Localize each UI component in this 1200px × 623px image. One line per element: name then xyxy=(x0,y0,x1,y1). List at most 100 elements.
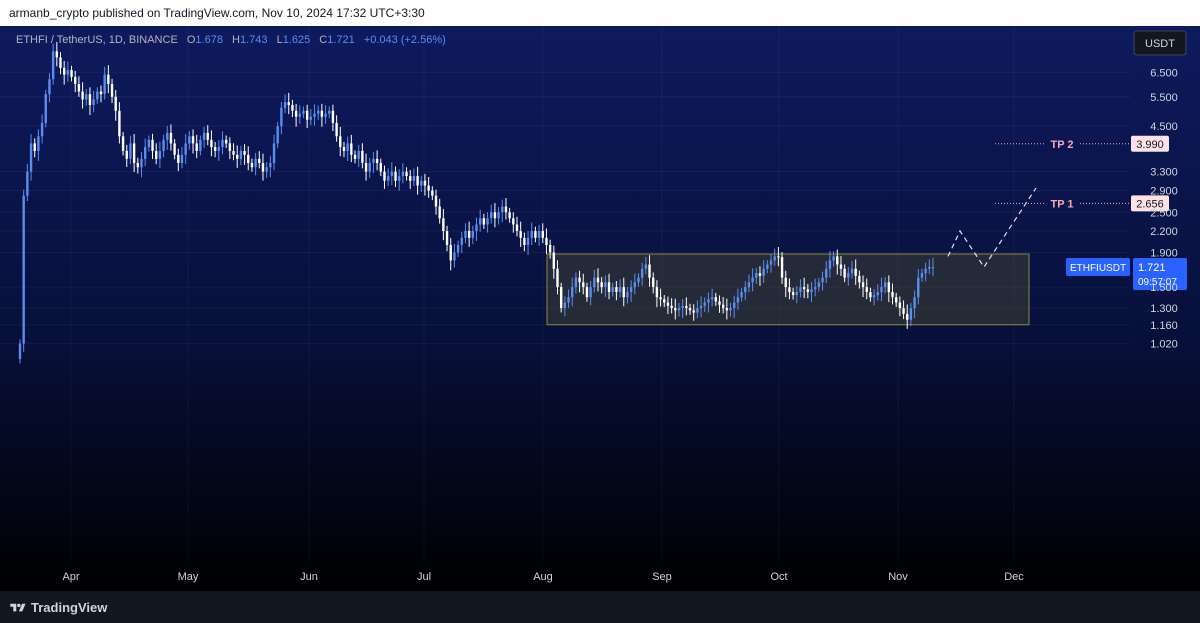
candle xyxy=(177,148,180,172)
candle xyxy=(405,167,408,181)
candle xyxy=(813,278,817,297)
candle xyxy=(55,41,59,67)
candle xyxy=(644,256,648,275)
candle xyxy=(563,296,567,317)
candle xyxy=(44,89,47,128)
candle xyxy=(795,286,798,304)
candle xyxy=(169,124,173,151)
candle xyxy=(876,284,879,301)
candle xyxy=(589,281,592,306)
candle xyxy=(280,101,283,135)
candle xyxy=(217,140,220,161)
candle xyxy=(585,282,589,302)
candle xyxy=(302,106,305,119)
target-line-tp-2[interactable]: TP 2 3.990 xyxy=(995,135,1169,152)
candle xyxy=(909,302,913,327)
low-value: 1.625 xyxy=(283,34,311,46)
candle xyxy=(655,280,659,308)
candle xyxy=(162,134,165,158)
candle xyxy=(339,126,342,157)
candle xyxy=(758,266,762,286)
target-line-tp-1[interactable]: TP 1 2.656 xyxy=(995,195,1169,212)
chart-area[interactable]: TP 1 2.656 TP 2 3.990 ETHFIUSDT 1.721 09:57:07… xyxy=(0,26,1200,591)
candle xyxy=(125,144,128,167)
candle xyxy=(420,175,423,192)
candle xyxy=(269,156,272,178)
candle xyxy=(552,245,556,279)
currency-button[interactable]: USDT xyxy=(1133,30,1187,56)
candle xyxy=(294,103,298,127)
candle xyxy=(331,104,335,132)
y-tick-label: 1.900 xyxy=(1150,247,1178,259)
x-tick-label: Sep xyxy=(652,571,672,583)
candle xyxy=(232,143,235,161)
candle xyxy=(471,225,475,245)
candle xyxy=(526,230,530,255)
candle xyxy=(725,298,729,320)
candle xyxy=(740,287,743,302)
candle xyxy=(276,121,279,148)
x-tick-label: May xyxy=(178,571,199,583)
candle xyxy=(828,251,832,278)
candle xyxy=(335,115,338,142)
candle xyxy=(486,212,489,233)
candle xyxy=(99,85,103,103)
candle xyxy=(434,189,438,215)
candle xyxy=(305,104,309,128)
candle xyxy=(850,261,854,279)
candle xyxy=(832,251,835,267)
candle xyxy=(184,134,187,164)
candle xyxy=(847,267,850,286)
tradingview-brand[interactable]: TradingView xyxy=(10,600,107,615)
candle xyxy=(103,66,106,100)
open-value: 1.678 xyxy=(195,34,223,46)
candle xyxy=(891,283,894,305)
candle xyxy=(508,207,511,223)
close-value: 1.721 xyxy=(327,34,355,46)
candle xyxy=(615,281,618,301)
candle xyxy=(353,150,357,164)
brand-name: TradingView xyxy=(31,600,108,615)
candle xyxy=(33,138,36,158)
candle xyxy=(401,163,405,184)
candle xyxy=(917,269,920,305)
candle xyxy=(213,141,217,158)
candle xyxy=(920,268,924,283)
last-price-marker[interactable]: ETHFIUSDT 1.721 09:57:07 xyxy=(1066,257,1187,290)
candle xyxy=(858,270,861,289)
y-tick-label: 2.200 xyxy=(1150,226,1178,238)
x-tick-label: Apr xyxy=(62,571,79,583)
candle xyxy=(92,90,95,113)
candle xyxy=(386,168,390,187)
open-label: O xyxy=(187,34,196,46)
price-axis[interactable]: 6.500 5.500 4.500 3.300 2.900 2.500 2.200 1.900… xyxy=(1150,67,1178,350)
time-axis[interactable]: Apr May Jun Jul Aug Sep Oct Nov Dec xyxy=(62,571,1024,583)
y-tick-label: 1.020 xyxy=(1150,339,1178,351)
candle xyxy=(287,92,290,115)
candle xyxy=(593,269,596,293)
candle xyxy=(512,212,515,233)
publish-header: armanb_crypto published on TradingView.c… xyxy=(0,0,1200,26)
candle xyxy=(898,296,902,317)
y-tick-label: 1.160 xyxy=(1150,320,1178,332)
candle xyxy=(707,292,710,313)
candle xyxy=(736,288,740,310)
candle xyxy=(397,169,401,191)
candle xyxy=(346,136,349,161)
candle xyxy=(180,147,184,169)
candle xyxy=(618,279,622,298)
candle xyxy=(633,273,637,295)
candle xyxy=(221,131,224,155)
candle xyxy=(578,270,581,293)
candle xyxy=(548,239,552,259)
candle xyxy=(703,297,706,313)
candle xyxy=(48,73,51,103)
candles-group xyxy=(18,41,935,364)
candle xyxy=(600,277,603,294)
target-label: TP 1 xyxy=(1050,198,1073,210)
candle xyxy=(769,254,773,273)
candle xyxy=(854,259,857,285)
candle xyxy=(416,166,419,195)
candle xyxy=(313,104,316,126)
price-chart[interactable]: TP 1 2.656 TP 2 3.990 ETHFIUSDT 1.721 09:57:07… xyxy=(0,26,1200,591)
